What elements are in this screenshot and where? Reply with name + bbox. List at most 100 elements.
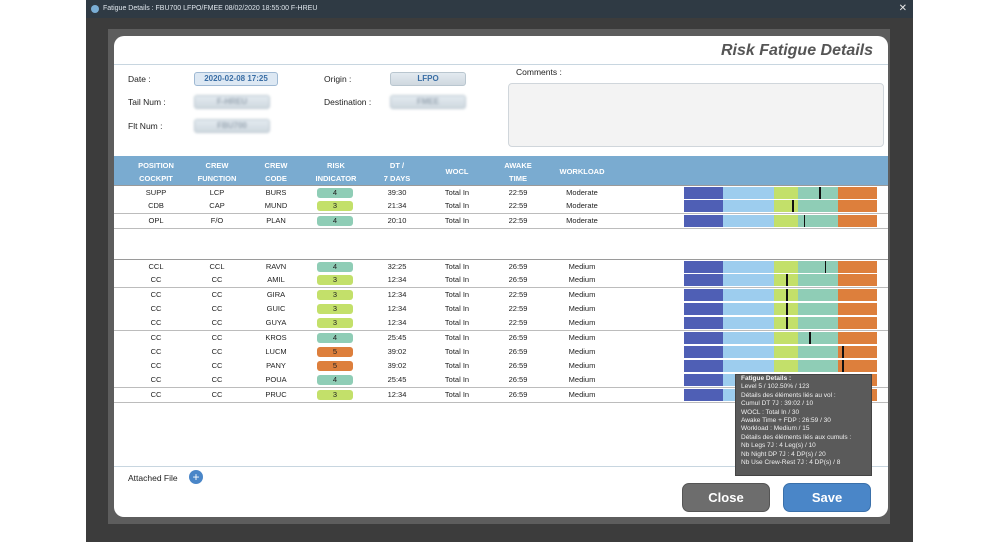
fatigue-gauge-bar[interactable]: [684, 214, 877, 227]
title-bar: Fatigue Details : FBU700 LFPO/FMEE 08/02…: [86, 0, 913, 18]
fatigue-gauge-bar[interactable]: [684, 331, 877, 344]
cell-wocl: Total In: [444, 289, 470, 299]
cell-workload: Medium: [568, 375, 596, 385]
cell-awake-time: 26:59: [508, 389, 528, 399]
comments-textarea[interactable]: [508, 83, 884, 147]
gauge-marker: [786, 302, 788, 315]
cell-crew-code: KROS: [265, 332, 287, 342]
cell-awake-time: 26:59: [508, 346, 528, 356]
cell-awake-time: 26:59: [508, 275, 528, 285]
destination-field[interactable]: FMEE: [390, 95, 466, 109]
fatigue-gauge-bar[interactable]: [684, 345, 877, 358]
fatigue-gauge-bar[interactable]: [684, 200, 877, 213]
cell-function: CC: [211, 361, 223, 371]
risk-indicator-badge: 3: [317, 318, 353, 329]
fatigue-gauge-bar[interactable]: [684, 302, 877, 315]
close-button[interactable]: Close: [682, 483, 770, 512]
tail-num-field[interactable]: F-HREU: [194, 95, 270, 109]
window-title: Fatigue Details : FBU700 LFPO/FMEE 08/02…: [103, 5, 318, 12]
gauge-segment: [684, 388, 723, 401]
cell-wocl: Total In: [444, 201, 470, 211]
gauge-segment: [797, 302, 839, 315]
cell-dt-7-days: 12:34: [387, 289, 407, 299]
risk-indicator-badge: 4: [317, 332, 353, 343]
cell-wocl: Total In: [444, 275, 470, 285]
table-row[interactable]: CC CC PANY 39:02 Total In 26:59 Medium 5: [114, 359, 888, 375]
date-field[interactable]: 2020-02-08 17:25: [194, 72, 278, 86]
cell-awake-time: 22:59: [508, 215, 528, 225]
cell-wocl: Total In: [444, 318, 470, 328]
fatigue-gauge-bar[interactable]: [684, 288, 877, 301]
table-row[interactable]: CC CC GIRA 12:34 Total In 22:59 Medium 3: [114, 287, 888, 303]
fatigue-gauge-bar[interactable]: [684, 317, 877, 330]
gauge-marker: [809, 331, 811, 344]
cell-position: CC: [150, 303, 162, 313]
window-close-icon[interactable]: ✕: [898, 3, 907, 14]
gauge-segment: [722, 200, 774, 213]
cell-workload: Medium: [568, 389, 596, 399]
cell-workload: Moderate: [566, 201, 598, 211]
cell-awake-time: 26:59: [508, 332, 528, 342]
tooltip-title: Fatigue Details :: [741, 375, 792, 382]
tooltip-line: Level 5 / 102.50% / 123: [741, 383, 810, 391]
risk-indicator-badge: 4: [317, 375, 353, 386]
cell-dt-7-days: 21:34: [387, 201, 407, 211]
gauge-segment: [797, 274, 839, 287]
cell-crew-code: PRUC: [265, 389, 287, 399]
cell-dt-7-days: 12:34: [387, 389, 407, 399]
gauge-segment: [684, 274, 723, 287]
gauge-marker: [803, 214, 806, 227]
table-row[interactable]: CCL CCL RAVN 32:25 Total In 26:59 Medium 4: [114, 259, 888, 275]
cell-wocl: Total In: [444, 188, 470, 197]
gauge-segment: [773, 200, 798, 213]
gauge-segment: [773, 317, 798, 330]
table-row[interactable]: CC CC LUCM 39:02 Total In 26:59 Medium 5: [114, 344, 888, 360]
fatigue-gauge-bar[interactable]: [684, 187, 877, 199]
attached-file-label: Attached File: [128, 473, 178, 483]
fatigue-gauge-bar[interactable]: [684, 274, 877, 287]
gauge-segment: [684, 317, 723, 330]
risk-indicator-badge: 3: [317, 289, 353, 300]
gauge-marker: [824, 261, 827, 273]
fatigue-gauge-bar[interactable]: [684, 261, 877, 273]
table-row[interactable]: OPL F/O PLAN 20:10 Total In 22:59 Moderate 4: [114, 213, 888, 229]
cell-workload: Medium: [568, 346, 596, 356]
table-row[interactable]: CC CC AMIL 12:34 Total In 26:59 Medium 3: [114, 273, 888, 289]
gauge-segment: [838, 261, 877, 273]
gauge-segment: [838, 288, 877, 301]
cell-dt-7-days: 39:02: [387, 346, 407, 356]
table-row[interactable]: CC CC GUIC 12:34 Total In 22:59 Medium 3: [114, 301, 888, 317]
fatigue-gauge-bar[interactable]: [684, 360, 877, 373]
add-attachment-icon[interactable]: +: [189, 470, 203, 484]
risk-indicator-badge: 3: [317, 201, 353, 212]
cell-position: CC: [150, 375, 162, 385]
flt-num-field[interactable]: FBU700: [194, 119, 270, 133]
cell-function: CC: [211, 346, 223, 356]
cell-crew-code: GUIC: [266, 303, 286, 313]
origin-field[interactable]: LFPO: [390, 72, 466, 86]
cell-position: OPL: [148, 215, 164, 225]
gauge-segment: [773, 214, 798, 227]
save-button[interactable]: Save: [783, 483, 871, 512]
risk-indicator-badge: 5: [317, 361, 353, 372]
table-row[interactable]: CC CC GUYA 12:34 Total In 22:59 Medium 3: [114, 316, 888, 332]
gauge-segment: [722, 360, 774, 373]
gauge-segment: [722, 302, 774, 315]
cell-wocl: Total In: [444, 389, 470, 399]
risk-indicator-badge: 5: [317, 346, 353, 357]
gauge-segment: [722, 274, 774, 287]
cell-function: CC: [211, 275, 223, 285]
table-row[interactable]: CDB CAP MUND 21:34 Total In 22:59 Moderate 3: [114, 199, 888, 215]
cell-wocl: Total In: [444, 332, 470, 342]
header-risk-indicator: RISK INDICATOR: [315, 161, 357, 183]
table-row[interactable]: CC CC KROS 25:45 Total In 26:59 Medium 4: [114, 330, 888, 346]
cell-dt-7-days: 12:34: [387, 303, 407, 313]
cell-position: CC: [150, 289, 162, 299]
gauge-segment: [773, 274, 798, 287]
gauge-segment: [797, 317, 839, 330]
cell-position: CC: [150, 332, 162, 342]
cell-crew-code: PANY: [266, 361, 286, 371]
cell-crew-code: MUND: [264, 201, 288, 211]
cell-position: CC: [150, 346, 162, 356]
cell-function: CAP: [209, 201, 225, 211]
